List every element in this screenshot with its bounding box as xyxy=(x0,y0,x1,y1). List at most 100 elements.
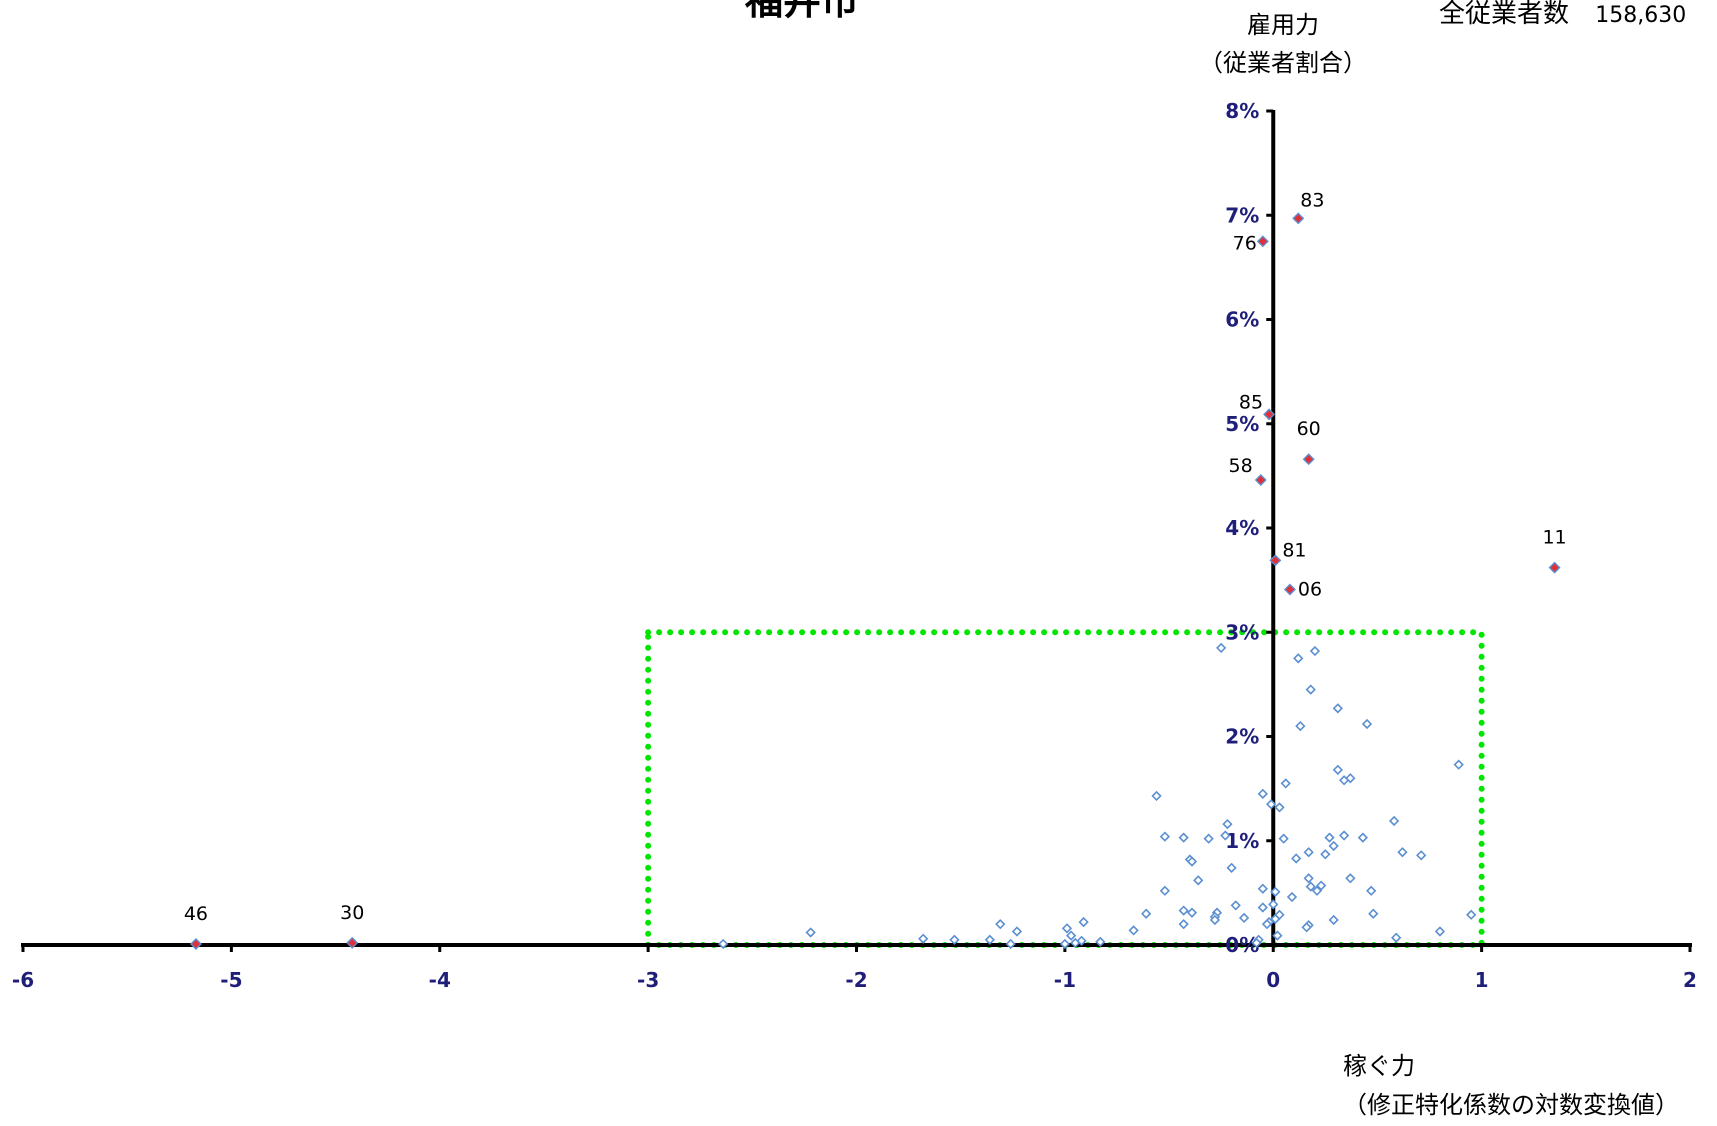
scatter-point xyxy=(1278,833,1289,844)
scatter-point xyxy=(1159,831,1171,842)
highlighted-point-83 xyxy=(1292,212,1305,225)
scatter-point xyxy=(1286,891,1298,903)
scatter-point xyxy=(1416,850,1427,861)
highlighted-point-60 xyxy=(1302,453,1315,466)
point-label-58: 58 xyxy=(1229,455,1253,477)
scatter-point xyxy=(1291,853,1302,864)
scatter-point xyxy=(1345,873,1356,884)
scatter-point xyxy=(1178,905,1189,916)
scatter-point xyxy=(1368,908,1379,919)
scatter-point xyxy=(1193,875,1204,886)
total-workers-value: 158,630 xyxy=(1595,3,1686,28)
axes-layer xyxy=(21,109,1692,952)
scatter-point xyxy=(1178,919,1189,930)
scatter-point xyxy=(1320,849,1331,860)
y-tick-label: 1% xyxy=(1225,829,1259,853)
scatter-point xyxy=(1005,938,1016,950)
scatter-point xyxy=(1324,832,1335,843)
scatter-point xyxy=(1357,832,1368,843)
scatter-point xyxy=(918,933,929,944)
scatter-point xyxy=(1226,862,1237,873)
y-tick-label: 2% xyxy=(1225,725,1259,749)
scatter-point xyxy=(718,938,729,950)
y-tick-label: 8% xyxy=(1225,99,1259,123)
scatter-point xyxy=(984,934,995,945)
y-axis-title-line2: （従業者割合） xyxy=(1199,49,1367,77)
scatter-point xyxy=(1338,830,1350,841)
scatter-point xyxy=(995,919,1006,930)
scatter-point xyxy=(1078,916,1089,928)
scatter-point xyxy=(1209,914,1221,926)
scatter-point xyxy=(1388,815,1400,827)
scatter-point xyxy=(1366,885,1377,896)
highlighted-point-11 xyxy=(1548,561,1561,574)
point-label-76: 76 xyxy=(1233,232,1257,254)
point-label-06: 06 xyxy=(1298,579,1322,601)
point-label-85: 85 xyxy=(1239,391,1263,413)
scatter-point xyxy=(1309,645,1321,657)
scatter-point xyxy=(1178,832,1189,843)
scatter-point xyxy=(1316,880,1327,891)
scatter-point xyxy=(1061,923,1073,934)
scatter-point xyxy=(1203,833,1214,844)
scatter-point xyxy=(1361,718,1373,730)
scatter-point xyxy=(1332,764,1343,775)
point-label-11: 11 xyxy=(1542,527,1566,549)
highlighted-point-81 xyxy=(1269,554,1282,567)
highlighted-point-76 xyxy=(1256,235,1269,248)
chart-title: 福井市 xyxy=(744,0,859,23)
scatter-point xyxy=(1466,909,1477,920)
scatter-point xyxy=(1303,847,1314,858)
point-label-83: 83 xyxy=(1300,189,1324,211)
scatter-point xyxy=(1266,799,1277,810)
scatter-point xyxy=(1186,907,1198,918)
scatter-point xyxy=(1301,922,1312,933)
scatter-point xyxy=(1270,886,1281,897)
scatter-point xyxy=(1332,703,1343,714)
scatter-point xyxy=(1305,881,1316,892)
y-axis-title-line1: 雇用力 xyxy=(1247,11,1319,39)
highlighted-point-58 xyxy=(1254,474,1267,487)
tick-labels-layer: -6 -5 -4 -3 -2 -1 0 1 20%1%2%3%4%5%6%7%8% xyxy=(12,99,1697,992)
scatter-point xyxy=(1305,684,1316,695)
x-axis-title-line2: （修正特化係数の対数変換値） xyxy=(1343,1091,1679,1119)
scatter-point xyxy=(1230,900,1241,911)
y-tick-label: 6% xyxy=(1225,308,1259,332)
scatter-point xyxy=(1065,930,1077,941)
scatter-point xyxy=(1070,937,1081,949)
scatter-point xyxy=(1397,847,1408,858)
point-label-30: 30 xyxy=(340,902,364,924)
highlighted-point-30 xyxy=(346,936,359,949)
scatter-point xyxy=(1220,830,1231,841)
x-tick-label: 2 xyxy=(1683,968,1697,992)
scatter-point xyxy=(1186,856,1198,867)
highlighted-point-46 xyxy=(189,937,202,950)
highlighted-point-85 xyxy=(1263,408,1276,421)
y-tick-label: 5% xyxy=(1225,412,1259,436)
y-tick-label: 7% xyxy=(1225,203,1259,227)
total-workers-label: 全従業者数 158,630 xyxy=(1439,0,1686,29)
scatter-point xyxy=(1391,932,1402,943)
point-labels-layer: 83 76 85 60 58 81 06 11 46 30 xyxy=(184,189,1567,925)
scatter-point xyxy=(1257,902,1268,913)
total-workers-caption: 全従業者数 xyxy=(1439,0,1569,29)
scatter-point xyxy=(1222,818,1233,830)
x-axis-title-line1: 稼ぐ力 xyxy=(1343,1052,1415,1080)
scatter-point xyxy=(1261,919,1273,930)
x-tick-label: -3 xyxy=(637,968,659,992)
scatter-point xyxy=(1268,899,1279,910)
scatter-point xyxy=(949,934,960,945)
reference-box xyxy=(645,629,1485,948)
scatter-point xyxy=(1272,930,1283,941)
scatter-point xyxy=(1311,885,1323,896)
scatter-point xyxy=(1011,926,1023,937)
scatter-point xyxy=(1238,912,1250,924)
x-tick-label: -1 xyxy=(1054,968,1076,992)
scatter-point xyxy=(1303,873,1314,884)
scatter-point xyxy=(1328,914,1339,926)
scatter-point xyxy=(1128,925,1139,936)
scatter-point xyxy=(805,927,816,938)
point-label-60: 60 xyxy=(1297,418,1321,440)
reference-box-layer xyxy=(645,629,1485,948)
